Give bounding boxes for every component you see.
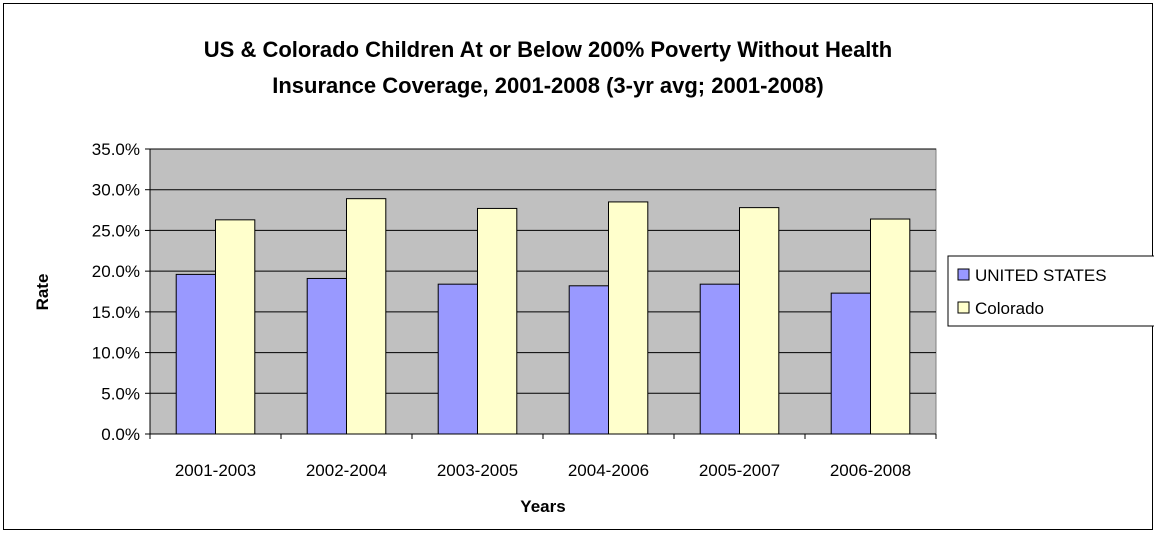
x-tick-label-2002-2004: 2002-2004	[306, 461, 387, 480]
x-tick-label-2006-2008: 2006-2008	[830, 461, 911, 480]
bar-colorado-2004-2006	[608, 201, 649, 435]
bar-united-states-2004-2006	[568, 285, 610, 435]
plot-area	[149, 148, 937, 435]
y-tick-label-7: 35.0%	[92, 140, 140, 159]
bar-series	[175, 198, 911, 435]
legend: UNITED STATES Colorado	[947, 255, 1154, 327]
legend-label-colorado: Colorado	[975, 299, 1044, 318]
chart-title-line-2: Insurance Coverage, 2001-2008 (3-yr avg;…	[272, 73, 824, 98]
y-axis-tick-labels: 0.0% 5.0% 10.0% 15.0% 20.0% 25.0% 30.0% 35.0%	[92, 140, 150, 444]
x-tick-label-2003-2005: 2003-2005	[437, 461, 518, 480]
x-tick-label-2005-2007: 2005-2007	[699, 461, 780, 480]
y-tick-label-5: 25.0%	[92, 221, 140, 240]
legend-swatch-colorado	[957, 301, 970, 314]
bar-united-states-2006-2008	[830, 292, 872, 435]
bar-united-states-2005-2007	[699, 283, 741, 435]
legend-swatch-united-states	[957, 268, 970, 281]
bar-colorado-2005-2007	[739, 207, 780, 435]
y-tick-label-4: 20.0%	[92, 262, 140, 281]
x-axis-title: Years	[520, 497, 565, 516]
y-tick-label-1: 5.0%	[101, 384, 140, 403]
x-tick-label-2001-2003: 2001-2003	[175, 461, 256, 480]
chart-frame: US & Colorado Children At or Below 200% …	[3, 3, 1154, 530]
y-tick-label-2: 10.0%	[92, 344, 140, 363]
legend-box	[947, 255, 1154, 327]
y-tick-label-6: 30.0%	[92, 181, 140, 200]
bar-colorado-2006-2008	[870, 218, 911, 435]
y-tick-label-3: 15.0%	[92, 303, 140, 322]
bar-united-states-2001-2003	[175, 273, 216, 435]
chart-title-line-1: US & Colorado Children At or Below 200% …	[204, 37, 892, 62]
y-axis-title: Rate	[33, 274, 52, 311]
y-tick-label-0: 0.0%	[101, 425, 140, 444]
bar-united-states-2003-2005	[437, 283, 479, 435]
bar-colorado-2001-2003	[215, 219, 256, 435]
x-tick-label-2004-2006: 2004-2006	[568, 461, 649, 480]
bar-colorado-2003-2005	[477, 207, 518, 435]
x-axis-tick-labels: 2001-2003 2002-2004 2003-2005 2004-2006 2005…	[149, 434, 937, 480]
chart-title: US & Colorado Children At or Below 200% …	[204, 37, 892, 98]
legend-label-united-states: UNITED STATES	[975, 266, 1107, 285]
chart-canvas: US & Colorado Children At or Below 200% …	[33, 37, 1154, 516]
bar-united-states-2002-2004	[306, 277, 348, 435]
gridlines	[150, 148, 936, 394]
bar-colorado-2002-2004	[346, 198, 387, 435]
